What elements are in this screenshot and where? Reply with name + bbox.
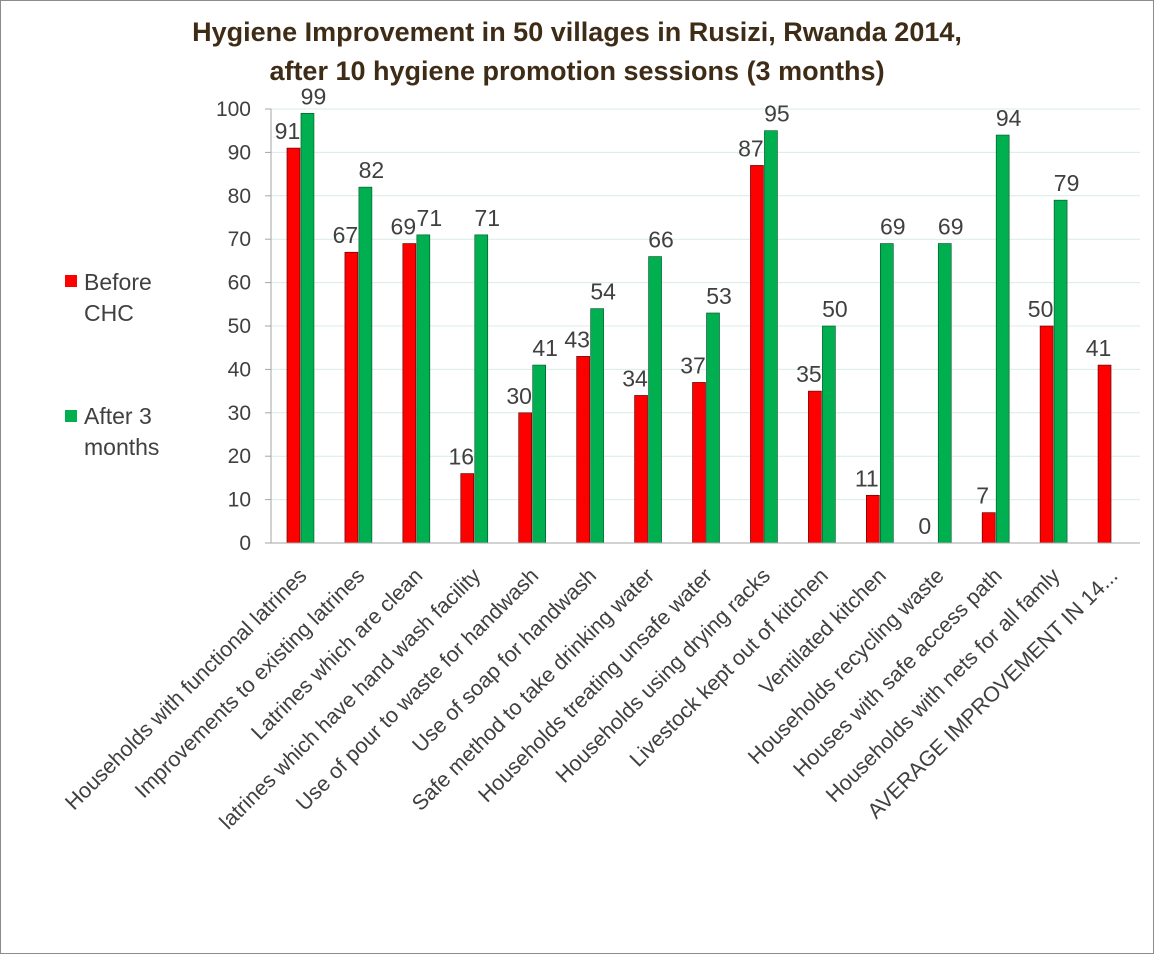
bar-after-3-months (648, 256, 662, 544)
data-label-before-chc: 11 (855, 465, 879, 491)
bar-after-3-months (879, 243, 894, 544)
bar-after-3-months (937, 243, 952, 544)
data-label-before-chc: 16 (448, 444, 474, 470)
data-label-after-3-months: 66 (648, 227, 674, 253)
data-label-after-3-months: 71 (417, 205, 443, 231)
bar-after-3-months (474, 234, 489, 544)
legend-label-after-line-1: After 3 (84, 403, 152, 429)
data-label-before-chc: 43 (564, 326, 590, 352)
bar-after-3-months (706, 312, 720, 544)
data-label-after-3-months: 50 (822, 296, 848, 322)
bars (286, 113, 1112, 544)
data-label-before-chc: 67 (333, 222, 359, 248)
bar-after-3-months (995, 134, 1010, 544)
y-tick-label: 20 (228, 445, 251, 468)
y-tick-label: 90 (228, 141, 251, 164)
data-label-before-chc: 91 (275, 118, 301, 144)
bar-before-chc (1039, 325, 1054, 544)
data-label-after-3-months: 69 (938, 214, 964, 240)
bar-after-3-months (1053, 199, 1068, 544)
data-label-after-3-months: 71 (474, 205, 500, 231)
y-tick-label: 100 (216, 98, 251, 121)
bar-before-chc (634, 395, 648, 544)
data-label-before-chc: 7 (976, 483, 989, 509)
data-label-after-3-months: 69 (880, 214, 906, 240)
bar-before-chc (460, 473, 475, 544)
data-label-before-chc: 0 (918, 513, 931, 539)
legend: Before CHC After 3 months (65, 269, 159, 460)
data-label-before-chc: 41 (1086, 335, 1112, 361)
bar-before-chc (402, 243, 417, 544)
data-label-after-3-months: 53 (706, 283, 732, 309)
data-label-before-chc: 30 (506, 383, 532, 409)
bar-before-chc (1097, 364, 1112, 544)
data-label-after-3-months: 41 (532, 335, 558, 361)
chart-title-line-1: Hygiene Improvement in 50 villages in Ru… (192, 17, 962, 47)
bar-before-chc (344, 251, 359, 544)
y-tick-label: 50 (228, 315, 251, 338)
data-label-before-chc: 50 (1028, 296, 1054, 322)
bar-before-chc (692, 382, 706, 544)
data-label-after-3-months: 79 (1054, 170, 1080, 196)
y-tick-label: 40 (228, 358, 251, 381)
y-tick-label: 0 (239, 532, 251, 555)
bar-before-chc (808, 390, 822, 544)
legend-label-before-line-1: Before (84, 269, 152, 295)
legend-swatch-before-chc (65, 275, 77, 287)
category-label: Households using drying racks (551, 564, 775, 788)
data-label-before-chc: 34 (622, 365, 648, 391)
bar-before-chc (286, 147, 301, 544)
bar-after-3-months (358, 186, 373, 544)
y-tick-label: 80 (228, 185, 251, 208)
y-tick-label: 30 (228, 402, 251, 425)
bar-before-chc (981, 512, 996, 544)
data-label-after-3-months: 54 (590, 279, 616, 305)
bar-after-3-months (416, 234, 431, 544)
bar-after-3-months (822, 325, 836, 544)
data-label-after-3-months: 94 (996, 105, 1022, 131)
bar-after-3-months (764, 130, 778, 544)
data-label-before-chc: 37 (680, 352, 706, 378)
legend-label-before-line-2: CHC (84, 300, 134, 326)
bar-after-3-months (532, 364, 547, 544)
bar-after-3-months (300, 113, 315, 544)
data-label-after-3-months: 99 (301, 83, 327, 109)
y-tick-label: 70 (228, 228, 251, 251)
data-label-after-3-months: 95 (764, 101, 790, 127)
bar-after-3-months (590, 308, 604, 544)
data-label-before-chc: 87 (738, 135, 764, 161)
y-tick-label: 10 (228, 489, 251, 512)
x-axis: Households with functional latrinesImpro… (60, 542, 1140, 834)
y-tick-label: 60 (228, 272, 251, 295)
chart-title-line-2: after 10 hygiene promotion sessions (3 m… (269, 56, 884, 86)
data-label-before-chc: 69 (391, 214, 417, 240)
bar-before-chc (518, 412, 533, 544)
bar-before-chc (865, 494, 880, 544)
bar-before-chc (576, 356, 590, 544)
legend-swatch-after-3-months (65, 410, 77, 422)
data-label-after-3-months: 82 (359, 157, 385, 183)
category-label: Houses with safe access path (789, 564, 1007, 782)
legend-label-after-line-2: months (84, 434, 159, 460)
y-axis: 0 10 20 30 40 50 60 70 80 90 100 (216, 98, 272, 555)
data-label-before-chc: 35 (796, 361, 822, 387)
bar-before-chc (750, 165, 764, 544)
